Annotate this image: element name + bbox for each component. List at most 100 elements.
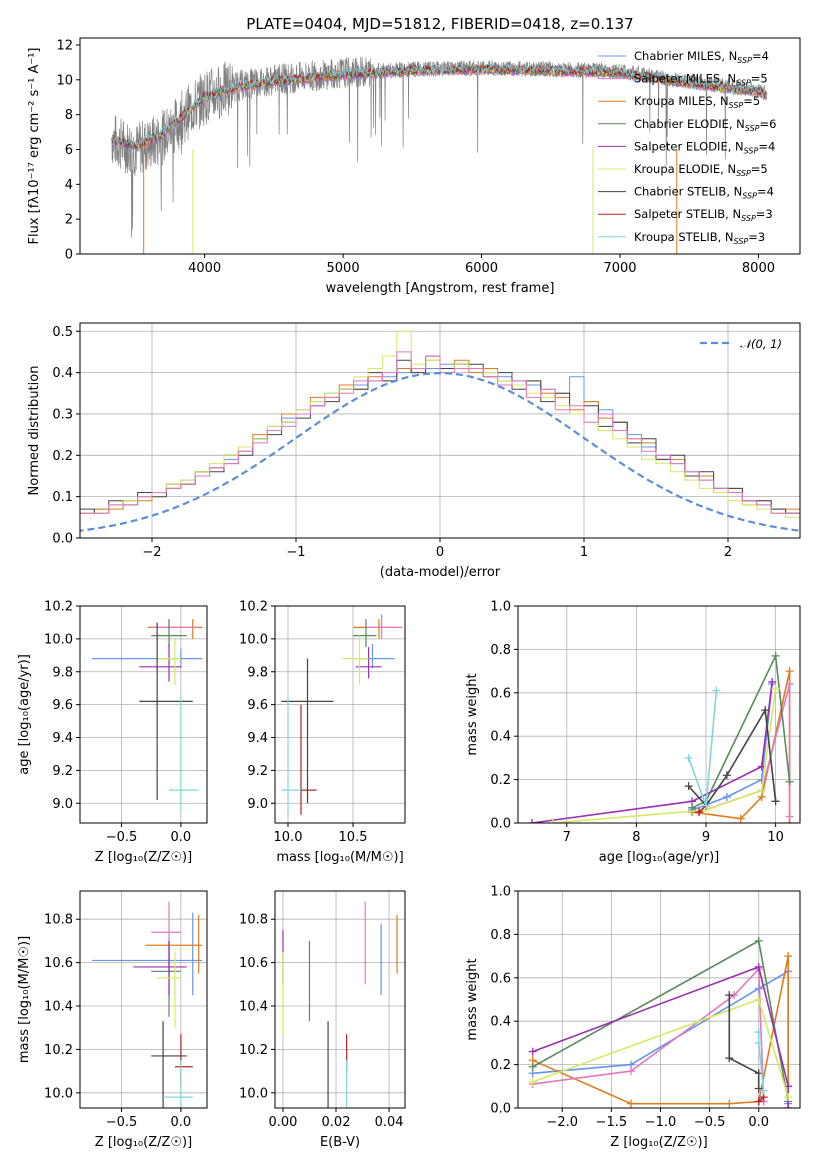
errorbar-point: [163, 1060, 193, 1108]
errorbar-point: [139, 622, 193, 800]
y-tick-label: 9.0: [247, 797, 268, 812]
weight-marker: [695, 808, 704, 817]
y-axis-label: mass weight: [465, 958, 480, 1040]
x-tick-label: 2: [724, 545, 732, 560]
histogram-step: [80, 363, 800, 518]
weight-marker: [725, 1054, 734, 1063]
errorbar-point: [359, 643, 395, 669]
weight-marker: [785, 812, 794, 821]
weight-marker: [761, 706, 770, 715]
histogram-step: [80, 351, 800, 522]
x-tick-label: −0.5: [106, 1115, 138, 1130]
y-tick-label: 0.8: [490, 643, 511, 658]
weight-marker: [785, 667, 794, 676]
y-tick-label: 0.8: [490, 928, 511, 943]
y-tick-label: 10.4: [44, 1000, 73, 1015]
weight-marker: [712, 686, 721, 695]
weight-marker: [754, 1084, 763, 1093]
y-tick-label: 0.2: [490, 773, 511, 788]
x-tick-label: −1: [286, 545, 305, 560]
x-axis-label: mass [log₁₀(M/M☉)]: [276, 850, 403, 865]
legend-entry: Kroupa STELIB, NSSP=3: [634, 230, 765, 246]
plot-area: [91, 901, 203, 1108]
y-tick-label: 0.4: [52, 366, 73, 381]
panel-weight-vs-age: 7 8 9 10 0.0 0.2 0.4 0.6 0.8 1.0 age [log₁₀(age/yr…: [465, 600, 801, 865]
errorbar-point: [281, 696, 301, 815]
legend-entry: Chabrier STELIB, NSSP=4: [634, 185, 774, 201]
weight-marker: [784, 952, 793, 961]
y-tick-label: 1.0: [490, 600, 511, 615]
weight-marker: [754, 1028, 763, 1037]
panel-age-vs-mass: 10.0 10.5 9.0 9.2 9.4 9.6 9.8 10.0 10.2 mass [log…: [239, 600, 406, 865]
y-tick-label: 9.4: [52, 731, 73, 746]
y-tick-label: 10.2: [44, 1043, 73, 1058]
y-tick-label: 10.0: [239, 632, 268, 647]
y-tick-label: 10.4: [239, 1000, 268, 1015]
panel-mass-vs-Z: −0.5 0.0 10.0 10.2 10.4 10.6 10.8 Z [log₁₀(Z/Z☉…: [17, 890, 208, 1150]
weight-marker: [771, 797, 780, 806]
weight-series-line: [691, 653, 791, 809]
weight-marker: [684, 782, 693, 791]
weight-marker: [722, 792, 731, 801]
legend-entry: Salpeter MILES, NSSP=5: [634, 72, 768, 88]
x-tick-label: 0.04: [375, 1115, 404, 1130]
x-axis-label: wavelength [Angstrom, rest frame]: [326, 281, 555, 296]
errorbar-point: [157, 951, 181, 1028]
x-tick-label: −1.0: [645, 1115, 677, 1130]
weight-marker: [528, 1047, 537, 1056]
x-tick-label: 8000: [742, 261, 775, 276]
y-tick-label: 0.4: [490, 1015, 511, 1030]
panel-spectrum: Chabrier MILES, NSSP=4 Salpeter MILES, NS…: [27, 15, 801, 296]
panel-weight-vs-Z: −2.0 −1.5 −1.0 −0.5 0.0 0.0 0.2 0.4 0.6 0.8 1.0 Z […: [465, 885, 801, 1150]
histogram-step: [80, 355, 800, 518]
plot-area: [528, 936, 793, 1108]
y-tick-label: 10: [56, 73, 73, 88]
y-tick-label: 0.2: [490, 1058, 511, 1073]
errorbar-point: [133, 940, 187, 996]
errorbar-point: [366, 614, 403, 639]
errorbar-point: [151, 940, 181, 1017]
y-tick-label: 0.4: [490, 730, 511, 745]
x-tick-label: −2: [142, 545, 161, 560]
weight-marker: [754, 995, 763, 1004]
legend: Chabrier MILES, NSSP=4 Salpeter MILES, NS…: [598, 49, 776, 246]
weight-series-line: [532, 955, 789, 1108]
y-tick-label: 9.8: [52, 665, 73, 680]
errorbar-point: [342, 635, 369, 685]
axes-frame: [79, 890, 208, 1109]
axes-frame: [79, 605, 208, 824]
x-tick-label: 0: [436, 545, 444, 560]
y-tick-label: 10.8: [44, 913, 73, 928]
x-axis-label: Z [log₁₀(Z/Z☉)]: [610, 1135, 707, 1150]
y-tick-label: 0.6: [490, 971, 511, 986]
normal-curve: [80, 371, 800, 532]
x-tick-label: 1: [580, 545, 588, 560]
y-tick-label: 9.2: [247, 764, 268, 779]
weight-marker: [626, 1099, 635, 1108]
y-tick-label: 0.0: [490, 817, 511, 832]
weight-series-line: [552, 688, 777, 823]
y-tick-label: 10.2: [44, 600, 73, 615]
y-tick-label: 0: [65, 248, 73, 263]
legend-entry: Chabrier ELODIE, NSSP=6: [634, 117, 776, 133]
errorbar-point: [91, 648, 203, 669]
weight-series-line: [758, 1096, 765, 1103]
chart-title: PLATE=0404, MJD=51812, FIBERID=0418, z=0…: [246, 15, 633, 33]
errorbar-point: [139, 643, 181, 682]
y-tick-label: 2: [65, 213, 73, 228]
y-tick-label: 10.0: [44, 1086, 73, 1101]
y-tick-label: 9.6: [247, 698, 268, 713]
errorbar-point: [157, 638, 181, 685]
y-tick-label: 0.2: [52, 449, 73, 464]
weight-marker: [736, 814, 745, 823]
weight-series-line: [698, 805, 707, 813]
y-axis-label: Flux [fλ10⁻¹⁷ erg cm⁻² s⁻¹ A⁻¹]: [27, 48, 42, 245]
y-tick-label: 10.2: [239, 600, 268, 615]
weight-marker: [528, 1062, 537, 1071]
axes-frame: [274, 605, 406, 824]
weight-marker: [702, 801, 710, 810]
weight-marker: [759, 1086, 768, 1095]
model-spectrum-line: [111, 62, 767, 148]
x-axis-label: Z [log₁₀(Z/Z☉)]: [95, 850, 192, 865]
y-tick-label: 0.3: [52, 407, 73, 422]
